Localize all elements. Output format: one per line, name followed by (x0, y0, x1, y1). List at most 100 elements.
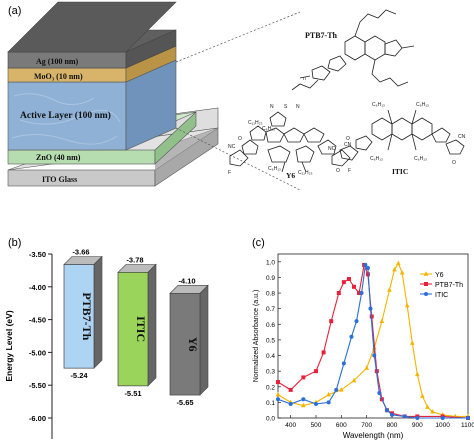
absorbance-y-label: Normalized Absorbance (a.u.) (253, 290, 260, 383)
y-tick-label: 0.6 (266, 322, 275, 329)
data-point-ptb7-th (336, 291, 341, 296)
homo-label: -5.65 (176, 398, 193, 407)
data-point-itic (363, 262, 368, 267)
panel-b-label: (b) (8, 237, 21, 249)
data-point-ptb7-th (321, 350, 326, 355)
device-stack: Ag (100 nm) MoO₃ (10 nm) Active Layer (1… (7, 1, 219, 187)
data-point-ptb7-th (301, 375, 306, 380)
y-tick-label: 0.5 (266, 337, 275, 344)
data-point-y6 (275, 391, 281, 397)
y6-label-c6-2: C₆H₁₃ (268, 166, 281, 172)
ptb7-th-structure: PTB7-Th n (291, 9, 415, 91)
data-point-itic (390, 412, 394, 417)
panel-a-label: (a) (8, 5, 21, 17)
data-point-ptb7-th (357, 291, 362, 296)
bar-front-face (117, 272, 149, 387)
itic-label-nc: NC (328, 146, 336, 152)
panel-c: (c) 400 500 600 700 800 900 1000 1100 0.0 0.1 0.2 0… (252, 237, 474, 440)
x-tick-label: 900 (412, 422, 423, 429)
data-point-itic (288, 401, 293, 406)
bar-name: PTB7-Th (80, 292, 94, 340)
y6-name: Y6 (286, 171, 295, 180)
y6-label-n2: N (296, 104, 300, 110)
y-tick-label: 0.2 (266, 384, 275, 391)
data-point-itic (440, 416, 445, 420)
itic-label-c6-4: C₆H₁₃ (414, 156, 427, 162)
y6-label-cn: CN (344, 142, 352, 148)
absorbance-legend: Y6 PTB7-Th ITIC (420, 271, 463, 299)
y-tick-label: 0.7 (266, 306, 275, 313)
legend-item-y6: Y6 (420, 271, 444, 279)
data-point-itic (314, 401, 318, 406)
data-point-ptb7-th (329, 319, 334, 324)
energy-tick-label: -4.00 (29, 283, 46, 292)
energy-tick-label: -3.50 (29, 250, 46, 259)
layer-ito-label: ITO Glass (42, 175, 77, 184)
x-tick-label: 1100 (461, 422, 474, 429)
data-point-itic (365, 266, 370, 271)
data-point-y6 (387, 287, 392, 292)
data-point-itic (368, 306, 373, 311)
data-point-y6 (399, 269, 405, 275)
data-point-itic (354, 319, 359, 324)
y6-label-nc: NC (228, 144, 236, 150)
data-point-ptb7-th (288, 387, 293, 392)
legend-label: Y6 (435, 272, 444, 279)
x-tick-label: 800 (387, 422, 398, 429)
data-point-itic (377, 391, 382, 396)
layer-ag-label: Ag (100 nm) (36, 57, 79, 66)
data-point-y6 (301, 402, 306, 408)
y-tick-label: 0.9 (266, 275, 275, 282)
itic-label-c6-3: C₆H₁₃ (370, 156, 383, 162)
data-point-ptb7-th (346, 276, 351, 281)
series-itic (276, 262, 470, 420)
data-point-itic (372, 353, 377, 358)
data-point-y6 (409, 340, 415, 345)
y-tick-label: 0.4 (266, 353, 275, 360)
x-tick-label: 1000 (435, 422, 450, 429)
data-point-ptb7-th (352, 284, 356, 289)
itic-label-c6-2: C₆H₁₃ (416, 102, 429, 108)
energy-tick-label: -5.50 (29, 381, 46, 390)
y-tick-label: 0.1 (266, 400, 275, 407)
bar-front-face (169, 293, 201, 396)
itic-label-o2: O (452, 160, 456, 166)
data-point-y6 (425, 404, 430, 409)
legend-marker (424, 292, 428, 296)
callout-lines (175, 11, 301, 191)
x-tick-label: 600 (336, 422, 347, 429)
legend-item-itic: ITIC (420, 292, 448, 299)
data-point-y6 (339, 387, 344, 392)
itic-label-cn: CN (458, 134, 466, 140)
y6-label-c6-1: C₆H₁₃ (262, 126, 275, 132)
energy-bar-y6: Y6 -4.10 -5.65 (169, 276, 209, 407)
lumo-label: -3.66 (72, 247, 89, 256)
lumo-label: -3.78 (126, 255, 143, 264)
data-point-itic (301, 397, 306, 402)
y6-label-n: N (270, 104, 274, 110)
data-point-itic (349, 334, 354, 339)
data-point-y6 (430, 408, 435, 414)
energy-tick-label: -5.00 (29, 348, 46, 357)
data-point-y6 (415, 371, 420, 377)
ptb7-th-name: PTB7-Th (305, 31, 338, 40)
svg-text:n: n (303, 76, 306, 82)
itic-name: ITIC (392, 167, 408, 176)
data-point-y6 (364, 365, 369, 370)
data-point-itic (341, 361, 346, 366)
legend-marker (424, 282, 428, 286)
legend-marker (423, 271, 429, 276)
lumo-label: -4.10 (178, 276, 195, 285)
layer-zno-label: ZnO (40 nm) (36, 153, 81, 162)
data-point-itic (415, 416, 420, 420)
data-point-itic (276, 397, 280, 402)
data-point-itic (402, 414, 407, 419)
x-tick-label: 700 (361, 422, 372, 429)
data-point-y6 (420, 393, 425, 398)
absorbance-series (275, 260, 471, 420)
layer-moo3-label: MoO₃ (10 nm) (34, 72, 83, 81)
y6-label-o1: O (238, 136, 242, 142)
moo3-layer (7, 45, 177, 83)
y6-label-o2: O (336, 168, 340, 174)
